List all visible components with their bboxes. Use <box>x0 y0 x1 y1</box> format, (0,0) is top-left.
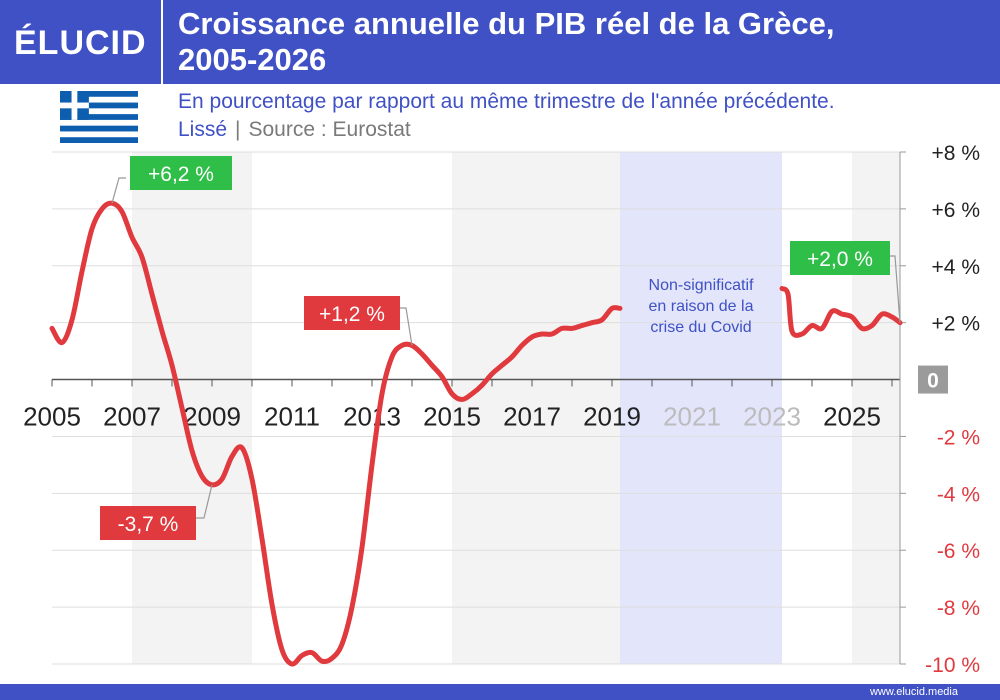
x-tick-label: 2011 <box>264 402 320 432</box>
annotation-box <box>100 506 196 540</box>
y-tick-label: -6 % <box>937 540 980 563</box>
smoothed-label: Lissé <box>178 118 228 141</box>
x-tick-label: 2013 <box>343 402 401 432</box>
covid-note-line: crise du Covid <box>650 319 751 336</box>
shaded-year-band <box>452 152 620 664</box>
x-tick-label: 2021 <box>663 402 721 432</box>
subtitle: En pourcentage par rapport au même trime… <box>178 90 835 113</box>
x-tick-label: 2017 <box>503 402 561 432</box>
annotation-leader-line <box>196 484 213 519</box>
subtitle-separator: | <box>235 118 241 141</box>
shaded-year-band <box>852 152 900 664</box>
annotation-label: +2,0 % <box>807 248 873 271</box>
shaded-year-band <box>132 152 252 664</box>
x-tick-label: 2019 <box>583 402 641 432</box>
annotation-leader-line <box>890 255 901 323</box>
header: ÉLUCID Croissance annuelle du PIB réel d… <box>0 0 1000 84</box>
annotation-leader-line <box>111 177 126 204</box>
y-tick-label: +8 % <box>932 142 980 165</box>
header-divider <box>161 0 163 84</box>
x-tick-label: 2009 <box>183 402 241 432</box>
gdp-series-line <box>49 200 623 667</box>
footer-url: www.elucid.media <box>869 686 958 698</box>
annotation-leader-line <box>400 307 413 346</box>
x-tick-label: 2025 <box>823 402 881 432</box>
source-label: Source : Eurostat <box>248 118 411 141</box>
annotation-box <box>304 296 400 330</box>
page-title: Croissance annuelle du PIB réel de la Gr… <box>178 6 988 78</box>
y-tick-label: +4 % <box>932 256 980 279</box>
annotation-box <box>130 156 232 190</box>
annotation-label: -3,7 % <box>118 513 179 536</box>
covid-band <box>620 152 782 664</box>
greek-flag-icon <box>60 91 138 143</box>
title-line-1: Croissance annuelle du PIB réel de la Gr… <box>178 6 835 41</box>
x-tick-label: 2007 <box>103 402 161 432</box>
y-tick-label: +2 % <box>932 313 980 336</box>
footer: www.elucid.media <box>0 684 1000 700</box>
x-tick-label: 2005 <box>23 402 81 432</box>
x-tick-label: 2023 <box>743 402 801 432</box>
y-tick-label: +6 % <box>932 199 980 222</box>
subtitle-source-line: Lissé | Source : Eurostat <box>178 117 411 143</box>
y-tick-label: -10 % <box>925 654 980 677</box>
y-tick-label: -8 % <box>937 597 980 620</box>
annotation-label: +6,2 % <box>148 163 214 186</box>
covid-note-line: en raison de la <box>649 298 754 315</box>
annotation-label: +1,2 % <box>319 303 385 326</box>
annotation-box <box>790 241 890 275</box>
gdp-series-line <box>779 286 903 338</box>
covid-note-line: Non-significatif <box>649 277 754 294</box>
title-line-2: 2005-2026 <box>178 42 327 77</box>
zero-badge <box>918 365 948 394</box>
y-tick-label: 0 <box>927 370 939 393</box>
y-tick-label: -4 % <box>937 483 980 506</box>
y-tick-label: -2 % <box>937 426 980 449</box>
x-tick-label: 2015 <box>423 402 481 432</box>
elucid-logo: ÉLUCID <box>14 24 147 62</box>
